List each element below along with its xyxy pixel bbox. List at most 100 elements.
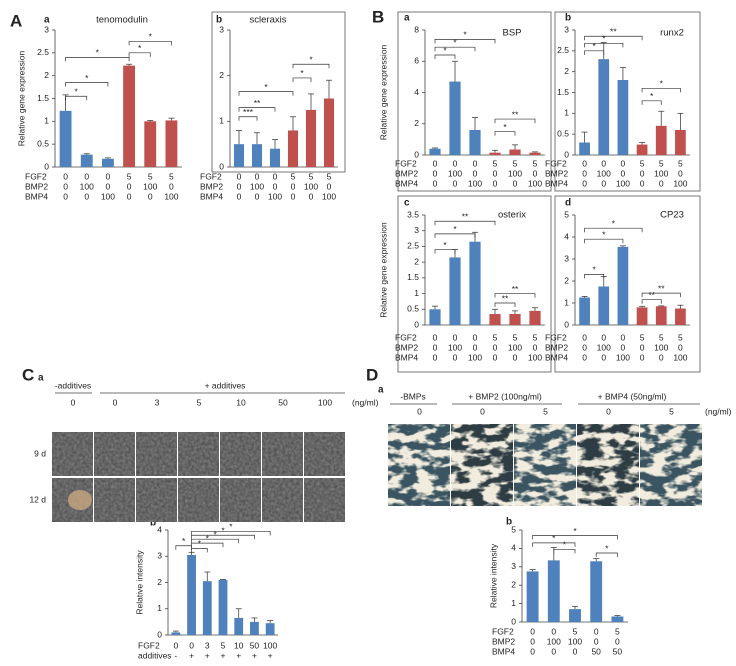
condition-name: FGF2: [200, 171, 222, 181]
significance-bracket: [641, 292, 681, 298]
condition-value: 0: [594, 636, 599, 646]
significance-bracket: [434, 249, 456, 254]
condition-name: FGF2: [138, 640, 160, 650]
condition-value: 0: [453, 158, 458, 168]
stain-patch: [68, 490, 92, 510]
condition-value: 0: [255, 191, 260, 201]
bar: [489, 314, 501, 325]
significance-label: *: [75, 86, 79, 96]
condition-value: 0: [533, 342, 538, 352]
column-label: 5: [197, 397, 202, 407]
significance-bracket: [191, 548, 208, 553]
condition-name: BMP4: [492, 646, 515, 656]
panel-letter: C: [22, 365, 34, 384]
condition-value: 0: [533, 168, 538, 178]
y-tick-label: 3: [414, 225, 419, 235]
significance-bracket: [128, 52, 151, 57]
column-label: 0: [71, 397, 76, 407]
column-label: 0: [606, 406, 611, 416]
condition-name: FGF2: [25, 171, 47, 181]
condition-value: 10: [234, 640, 244, 650]
condition-value: 100: [268, 191, 282, 201]
condition-value: 100: [528, 178, 542, 188]
condition-value: 0: [106, 171, 111, 181]
significance-label: *: [593, 265, 597, 275]
significance-bracket: [434, 54, 456, 59]
significance-bracket: [532, 542, 576, 547]
condition-value: 0: [621, 168, 626, 178]
condition-value: 100: [654, 342, 668, 352]
panel-frame: [554, 195, 701, 373]
significance-label: *: [85, 73, 89, 83]
y-tick-label: 0.5: [557, 128, 569, 138]
chart-title: CP23: [660, 210, 684, 221]
condition-name: FGF2: [395, 332, 417, 342]
bar: [636, 307, 648, 325]
significance-bracket: [641, 87, 681, 93]
bar: [489, 152, 501, 155]
significance-bracket: [532, 535, 618, 540]
significance-label: *: [96, 48, 100, 58]
bar: [265, 623, 275, 635]
condition-name: BMP2: [545, 342, 568, 352]
y-tick-label: 2.5: [407, 241, 419, 251]
unit-label: (ng/ml): [705, 406, 732, 416]
y-axis-label: Relative gene expression: [378, 222, 388, 318]
condition-value: 0: [551, 646, 556, 656]
condition-value: 5: [513, 158, 518, 168]
condition-value: 50: [250, 640, 260, 650]
condition-name: BMP2: [25, 181, 48, 191]
condition-value: 50: [613, 646, 623, 656]
condition-value: 0: [473, 342, 478, 352]
bar: [655, 125, 667, 155]
significance-bracket: [553, 548, 576, 554]
condition-value: 100: [508, 342, 522, 352]
condition-value: 100: [448, 342, 462, 352]
row-label: 9 d: [34, 448, 46, 458]
y-tick-label: 3: [157, 551, 162, 561]
condition-value: 0: [63, 171, 68, 181]
condition-name: BMP4: [545, 178, 568, 188]
condition-value: 100: [568, 636, 582, 646]
condition-value: 100: [101, 191, 115, 201]
y-tick-label: 2: [157, 577, 162, 587]
image-header: -BMPs: [400, 391, 426, 401]
bar: [251, 144, 263, 167]
y-axis-label: Relative gene expression: [378, 45, 388, 141]
condition-value: 0: [640, 352, 645, 362]
bar: [509, 314, 521, 325]
condition-name: BMP2: [395, 168, 418, 178]
condition-value: 0: [169, 181, 174, 191]
significance-bracket: [434, 39, 496, 44]
condition-value: 0: [148, 191, 153, 201]
y-tick-label: 3.5: [407, 209, 419, 219]
panel-frame: [397, 195, 552, 373]
y-tick-label: 2: [564, 275, 569, 285]
condition-value: 0: [582, 342, 587, 352]
y-tick-label: 2: [44, 70, 49, 80]
significance-label: *: [605, 543, 609, 553]
column-label: 10: [236, 397, 246, 407]
condition-value: 0: [678, 342, 683, 352]
bar: [617, 80, 629, 155]
significance-bracket: [434, 46, 476, 52]
condition-value: 0: [63, 191, 68, 201]
significance-bracket: [641, 100, 662, 105]
micrograph-texture: [262, 478, 303, 522]
bar: [165, 120, 178, 167]
y-tick-label: 2: [564, 66, 569, 76]
condition-value: 0: [473, 332, 478, 342]
significance-bracket: [584, 274, 605, 279]
condition-value: 0: [678, 168, 683, 178]
bar: [233, 144, 245, 167]
y-tick-label: 1: [564, 297, 569, 307]
condition-value: 0: [594, 626, 599, 636]
micrograph-texture: [304, 432, 345, 476]
significance-bracket: [434, 233, 476, 238]
panel-label: b: [150, 518, 156, 529]
significance-label: *: [563, 540, 567, 550]
significance-bracket: [584, 35, 643, 41]
panel-frame: [554, 11, 701, 192]
significance-label: **: [512, 109, 519, 119]
y-tick-label: 4: [157, 524, 162, 534]
